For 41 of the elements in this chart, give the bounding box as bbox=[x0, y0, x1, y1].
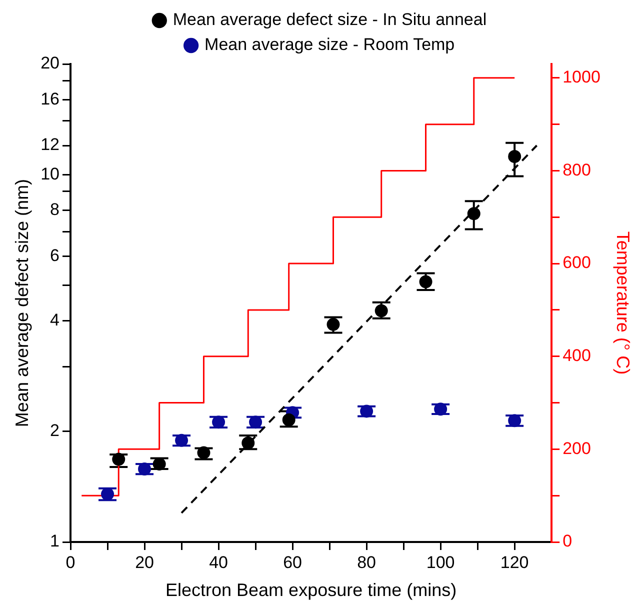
x-tick-label: 60 bbox=[283, 552, 302, 572]
point bbox=[249, 416, 262, 429]
point bbox=[112, 452, 126, 466]
x-axis-title: Electron Beam exposure time (mins) bbox=[165, 580, 457, 600]
y-tick-label: 16 bbox=[40, 89, 60, 108]
x-tick-label: 120 bbox=[500, 552, 529, 572]
x-tick-label: 40 bbox=[209, 552, 228, 572]
y2-tick-label: 800 bbox=[562, 160, 591, 180]
point bbox=[434, 402, 448, 416]
legend-label: Mean average defect size - In Situ anneal bbox=[172, 10, 487, 30]
y2-tick-label: 600 bbox=[562, 253, 591, 272]
point bbox=[467, 207, 480, 220]
y-tick-label: 8 bbox=[50, 200, 60, 219]
y-tick-label: 6 bbox=[50, 246, 60, 265]
legend-label: Mean average size - Room Temp bbox=[204, 35, 455, 54]
point bbox=[282, 413, 296, 426]
y-tick-label: 2 bbox=[50, 421, 60, 440]
y2-axis-title: Temperature (° C) bbox=[613, 231, 634, 375]
y-axis-title: Mean average defect size (nm) bbox=[12, 178, 32, 428]
y-tick-label: 20 bbox=[40, 54, 60, 73]
y2-tick-label: 1000 bbox=[562, 68, 600, 87]
point bbox=[197, 446, 210, 460]
point bbox=[138, 462, 152, 476]
point bbox=[508, 414, 522, 428]
y2-tick-label: 400 bbox=[562, 346, 591, 366]
y-tick-label: 4 bbox=[50, 310, 60, 330]
y-tick-label: 10 bbox=[40, 164, 60, 184]
point bbox=[212, 416, 226, 429]
y-tick-label: 12 bbox=[40, 135, 60, 154]
point bbox=[360, 404, 374, 418]
x-tick-label: 100 bbox=[426, 552, 455, 572]
point bbox=[508, 150, 522, 164]
y2-tick-label: 0 bbox=[562, 532, 572, 551]
x-tick-label: 80 bbox=[357, 552, 376, 572]
x-tick-label: 20 bbox=[135, 552, 154, 572]
point bbox=[152, 458, 166, 471]
x-tick-label: 0 bbox=[66, 552, 76, 572]
y-tick-label: 1 bbox=[50, 532, 60, 551]
point bbox=[175, 434, 188, 447]
point bbox=[242, 436, 255, 450]
y2-tick-label: 200 bbox=[562, 438, 591, 458]
